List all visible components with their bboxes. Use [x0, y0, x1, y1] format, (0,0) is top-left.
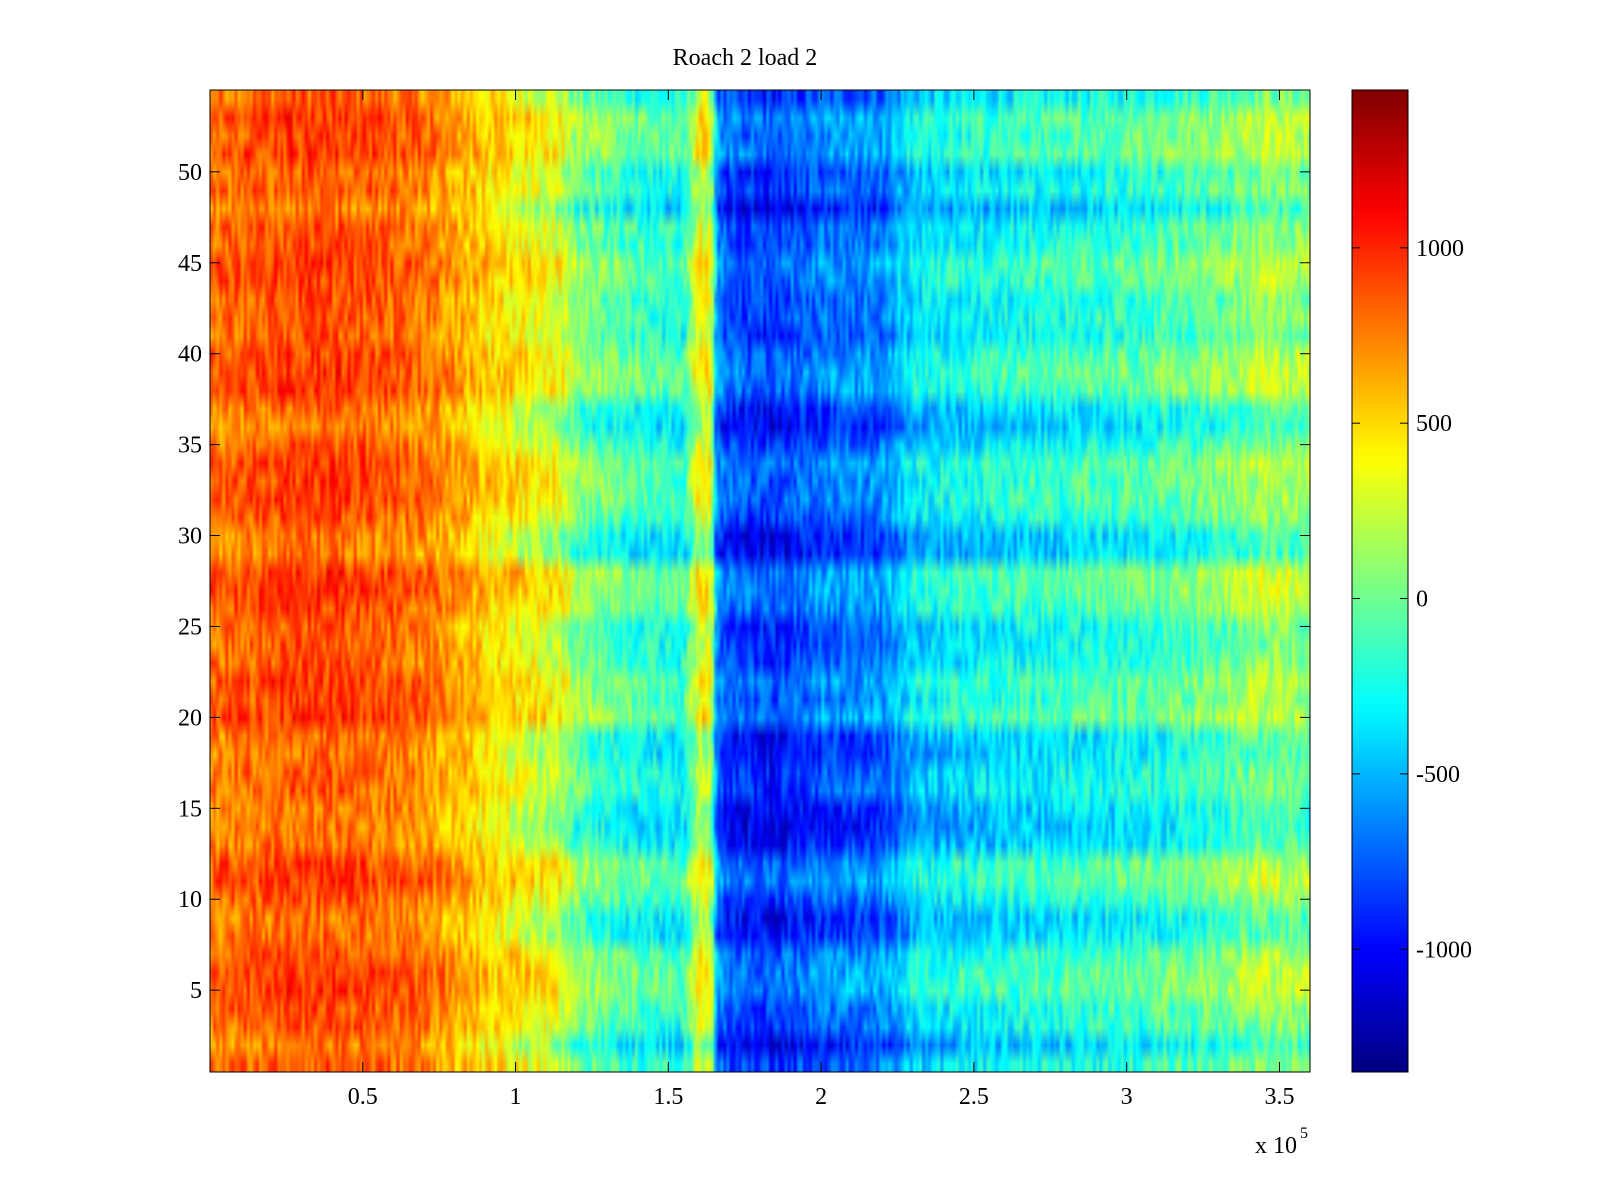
y-tick-label: 30: [178, 524, 202, 550]
y-tick-label: 45: [178, 251, 202, 277]
colorbar-tick-label: -500: [1416, 762, 1460, 788]
colorbar: 1000 500 0 -500 -1000: [1351, 89, 1472, 1073]
x-tick-label: 2.5: [959, 1084, 989, 1110]
y-tick-label: 10: [178, 887, 202, 913]
x-axis-ticks: 0.5 1 1.5 2 2.5 3 3.5: [348, 90, 1294, 1110]
colorbar-ticks: 1000 500 0 -500 -1000: [1352, 236, 1472, 963]
plot-frame: [209, 89, 1311, 1073]
x-tick-label: 3: [1121, 1084, 1133, 1110]
x-tick-label: 1: [510, 1084, 522, 1110]
x-tick-label: 2: [815, 1084, 827, 1110]
y-axis-ticks: 5 10 15 20 25 30 35 40 45 50: [178, 160, 1310, 1004]
y-tick-label: 15: [178, 796, 202, 822]
y-tick-label: 5: [190, 978, 202, 1004]
colorbar-tick-label: 1000: [1416, 236, 1464, 262]
colorbar-tick-label: 0: [1416, 587, 1428, 613]
x-tick-label: 1.5: [653, 1084, 683, 1110]
y-tick-label: 25: [178, 614, 202, 640]
y-tick-label: 50: [178, 160, 202, 186]
y-tick-label: 35: [178, 433, 202, 459]
colorbar-frame: [1351, 89, 1409, 1073]
plot-area: 0.5 1 1.5 2 2.5 3 3.5 5 10 15 20 25 30 35 40 45 50 x 10…: [178, 89, 1311, 1159]
colorbar-tick-label: 500: [1416, 411, 1452, 437]
colorbar-tick-label: -1000: [1416, 937, 1472, 963]
x-multiplier-exponent: 5: [1300, 1125, 1308, 1142]
y-tick-label: 40: [178, 342, 202, 368]
y-tick-label: 20: [178, 705, 202, 731]
x-tick-label: 3.5: [1264, 1084, 1294, 1110]
x-multiplier-base: x 10: [1255, 1133, 1297, 1159]
x-tick-label: 0.5: [348, 1084, 378, 1110]
x-multiplier: x 10 5: [1255, 1125, 1308, 1159]
chart-title: Roach 2 load 2: [673, 45, 818, 71]
colorbar-gradient: [1352, 90, 1408, 1072]
heatmap-image: [210, 90, 1310, 1072]
